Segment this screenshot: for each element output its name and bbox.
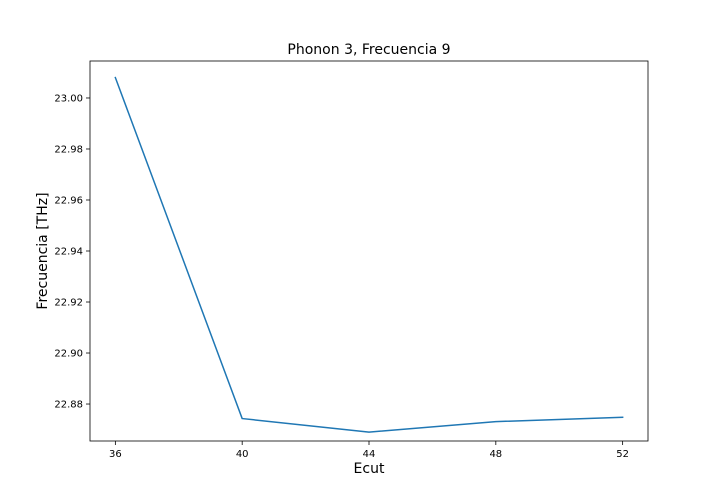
x-tick-label: 48 — [489, 449, 502, 460]
y-tick-label: 22.92 — [54, 298, 83, 309]
y-tick-label: 22.96 — [54, 195, 83, 206]
x-axis-ticks: 36 40 44 48 52 — [109, 441, 629, 460]
y-tick-label: 22.98 — [54, 144, 83, 155]
x-tick-label: 36 — [109, 449, 122, 460]
series-layer — [114, 76, 624, 433]
y-axis-ticks: 22.88 22.90 22.92 22.94 22.96 22.98 23.00 — [54, 93, 90, 411]
y-tick-label: 22.90 — [54, 349, 83, 360]
x-tick-label: 52 — [616, 449, 629, 460]
y-tick-label: 22.88 — [54, 400, 83, 411]
x-tick-label: 44 — [363, 449, 376, 460]
chart-title: Phonon 3, Frecuencia 9 — [287, 42, 450, 58]
y-axis-label: Frecuencia [THz] — [35, 192, 51, 309]
x-axis-label: Ecut — [354, 461, 385, 477]
x-tick-label: 40 — [236, 449, 249, 460]
series-line — [114, 76, 624, 433]
y-tick-label: 22.94 — [54, 247, 83, 258]
y-tick-label: 23.00 — [54, 93, 83, 104]
plot-area: 36 40 44 48 52 22.88 22.90 22.92 22.94 22.96 22.9… — [54, 60, 649, 460]
